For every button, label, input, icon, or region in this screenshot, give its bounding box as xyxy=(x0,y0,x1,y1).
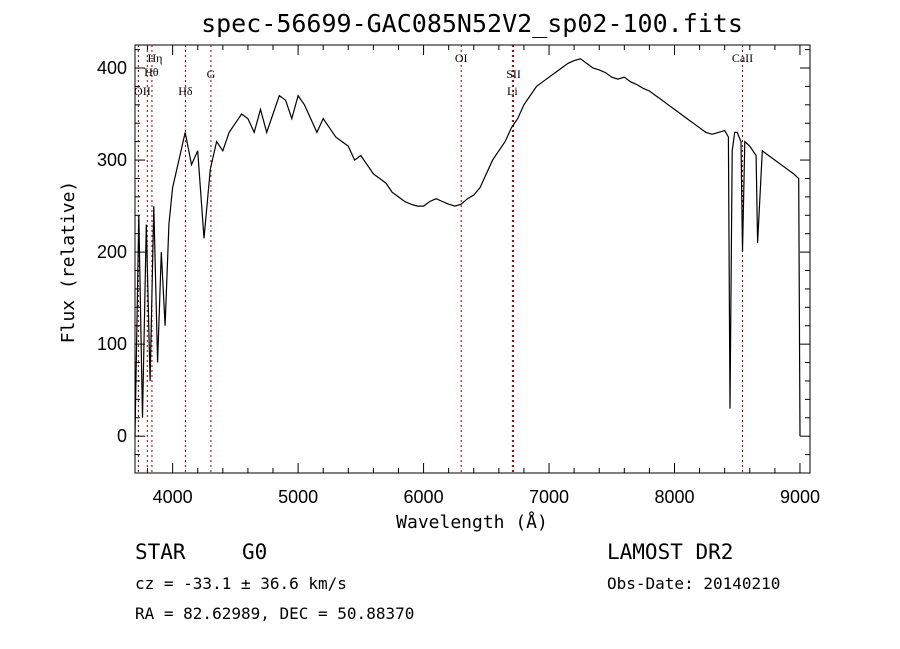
y-tick-label: 200 xyxy=(97,242,127,262)
x-axis-ticks: 4000 5000 6000 7000 8000 9000 xyxy=(147,45,820,507)
x-tick-label: 4000 xyxy=(153,487,193,507)
spectral-line-label: Li xyxy=(507,84,518,98)
spectrum-line xyxy=(134,58,801,437)
spectral-line-label: Hη xyxy=(147,51,162,65)
plot-frame xyxy=(134,44,811,474)
spectral-line-label: SII xyxy=(506,67,521,81)
y-tick-label: 400 xyxy=(97,58,127,78)
spectral-line-label: OI xyxy=(455,51,468,65)
x-axis-label: Wavelength (Å) xyxy=(396,511,548,533)
coordinates: RA = 82.62989, DEC = 50.88370 xyxy=(135,604,414,623)
y-axis-ticks: 0 100 200 300 400 xyxy=(97,49,810,474)
spectral-line-label: CaII xyxy=(732,51,753,65)
x-tick-label: 7000 xyxy=(529,487,569,507)
spectral-line-label: Hθ xyxy=(144,65,159,79)
observation-date: Obs-Date: 20140210 xyxy=(607,574,780,593)
y-tick-label: 0 xyxy=(117,426,127,446)
x-tick-label: 5000 xyxy=(278,487,318,507)
spectral-line-label: G xyxy=(207,67,216,81)
x-tick-label: 9000 xyxy=(780,487,820,507)
x-tick-label: 8000 xyxy=(654,487,694,507)
object-class: STAR xyxy=(135,540,186,564)
y-tick-label: 100 xyxy=(97,334,127,354)
chart-title: spec-56699-GAC085N52V2_sp02-100.fits xyxy=(201,9,743,38)
object-subclass: G0 xyxy=(242,540,267,564)
redshift-cz: cz = -33.1 ± 36.6 km/s xyxy=(135,574,347,593)
x-tick-label: 6000 xyxy=(404,487,444,507)
spectral-line-label: OII xyxy=(134,84,151,98)
y-tick-label: 300 xyxy=(97,150,127,170)
y-axis-label: Flux (relative) xyxy=(58,181,79,344)
spectral-line-label: Hδ xyxy=(178,84,193,98)
survey-name: LAMOST DR2 xyxy=(607,540,733,564)
